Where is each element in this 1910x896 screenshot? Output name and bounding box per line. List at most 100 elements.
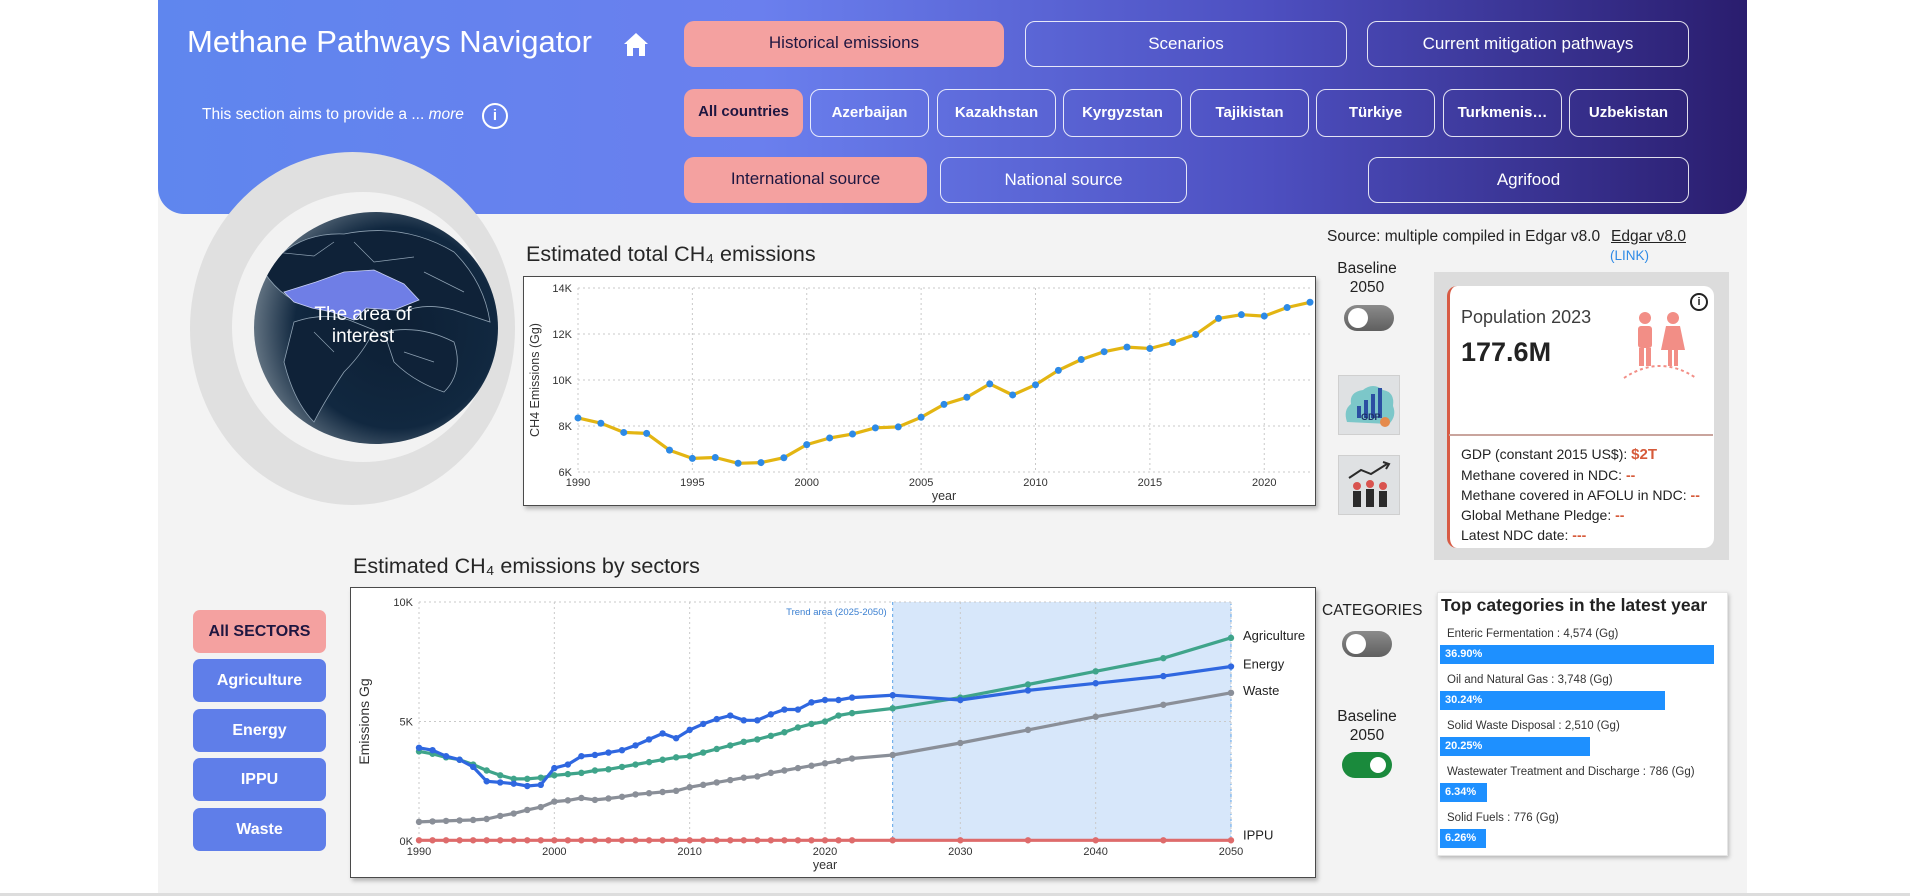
sector-ippu-button[interactable]: IPPU bbox=[193, 758, 326, 801]
data-point bbox=[578, 752, 585, 760]
data-point bbox=[727, 776, 734, 784]
baseline-toggle-bottom[interactable] bbox=[1342, 752, 1392, 778]
tab-current-mitigation-pathways[interactable]: Current mitigation pathways bbox=[1367, 21, 1689, 67]
x-tick-label: 2010 bbox=[677, 846, 701, 858]
data-point bbox=[591, 767, 599, 774]
data-point bbox=[497, 772, 504, 779]
country-all[interactable]: All countries bbox=[684, 89, 803, 137]
data-point bbox=[754, 736, 761, 743]
data-point bbox=[848, 709, 856, 717]
country-tajikistan[interactable]: Tajikistan bbox=[1190, 89, 1309, 137]
edgar-link[interactable]: Edgar v8.0 bbox=[1611, 228, 1686, 245]
edgar-link-sub[interactable]: (LINK) bbox=[1610, 248, 1650, 263]
sector-all-button[interactable]: All SECTORS bbox=[193, 610, 326, 653]
population-info-icon[interactable]: i bbox=[1690, 293, 1708, 311]
data-point bbox=[727, 742, 734, 749]
top-category-bar[interactable]: 36.90% bbox=[1440, 645, 1714, 664]
agrifood-button[interactable]: Agrifood bbox=[1368, 157, 1689, 203]
data-point bbox=[429, 746, 436, 754]
trend-area-label: Trend area (2025-2050) bbox=[786, 607, 887, 618]
gdp-icon[interactable]: GDP bbox=[1338, 375, 1400, 435]
data-point bbox=[618, 793, 626, 800]
data-point bbox=[620, 428, 628, 436]
globe-map[interactable] bbox=[254, 212, 498, 444]
country-kazakhstan[interactable]: Kazakhstan bbox=[937, 89, 1056, 137]
baseline-toggle-top[interactable] bbox=[1344, 305, 1394, 331]
source-text: Source: multiple compiled in Edgar v8.0 bbox=[1327, 228, 1601, 245]
source-national[interactable]: National source bbox=[940, 157, 1187, 203]
population-growth-icon[interactable] bbox=[1338, 455, 1400, 515]
data-point bbox=[1215, 314, 1222, 322]
home-icon[interactable] bbox=[620, 28, 652, 60]
data-point bbox=[780, 454, 788, 462]
data-point bbox=[740, 738, 747, 746]
top-category-bar[interactable]: 30.24% bbox=[1440, 691, 1665, 710]
sector-waste-button[interactable]: Waste bbox=[193, 808, 326, 851]
data-point bbox=[1160, 837, 1167, 844]
data-point bbox=[821, 837, 829, 844]
data-point bbox=[1146, 344, 1154, 352]
data-point bbox=[700, 837, 707, 844]
data-point bbox=[645, 837, 653, 844]
series-label: IPPU bbox=[1243, 827, 1273, 842]
tab-historical-emissions[interactable]: Historical emissions bbox=[684, 21, 1004, 67]
data-point bbox=[605, 749, 612, 756]
data-point bbox=[808, 837, 815, 844]
series-label: Energy bbox=[1243, 657, 1285, 672]
data-point bbox=[564, 797, 572, 804]
categories-toggle[interactable] bbox=[1342, 631, 1392, 657]
ndc-label: Methane covered in NDC: bbox=[1461, 467, 1623, 483]
y-tick-label: 12K bbox=[552, 329, 572, 341]
data-point bbox=[986, 380, 994, 388]
tab-scenarios[interactable]: Scenarios bbox=[1025, 21, 1347, 67]
data-point bbox=[456, 837, 463, 844]
data-point bbox=[711, 454, 719, 462]
top-category-bar[interactable]: 20.25% bbox=[1440, 737, 1591, 756]
data-point bbox=[510, 837, 517, 844]
data-point bbox=[1306, 298, 1314, 306]
data-point bbox=[794, 724, 802, 731]
data-point bbox=[767, 711, 775, 718]
country-azerbaijan[interactable]: Azerbaijan bbox=[810, 89, 929, 137]
data-point bbox=[578, 837, 585, 844]
intro-more-link[interactable]: more bbox=[428, 106, 464, 123]
top-category-bar[interactable]: 6.26% bbox=[1440, 829, 1487, 848]
data-point bbox=[835, 757, 842, 765]
top-category-bar[interactable]: 6.34% bbox=[1440, 783, 1488, 802]
info-icon[interactable]: i bbox=[482, 103, 508, 129]
data-point bbox=[524, 782, 531, 790]
series-line bbox=[577, 300, 1311, 465]
x-tick-label: 2020 bbox=[813, 846, 837, 858]
x-tick-label: 2000 bbox=[795, 477, 819, 489]
country-kyrgyzstan[interactable]: Kyrgyzstan bbox=[1063, 89, 1182, 137]
intro-text-body: This section aims to provide a ... bbox=[202, 106, 425, 123]
data-point bbox=[672, 735, 680, 742]
data-point bbox=[551, 764, 558, 772]
data-point bbox=[442, 817, 450, 825]
data-point bbox=[442, 752, 450, 760]
data-point bbox=[605, 837, 612, 844]
sector-agriculture-button[interactable]: Agriculture bbox=[193, 659, 326, 702]
data-point bbox=[713, 715, 720, 723]
data-point bbox=[442, 837, 450, 844]
data-point bbox=[537, 774, 544, 781]
top-category-label: Oil and Natural Gas : 3,748 (Gg) bbox=[1447, 674, 1613, 686]
source-international[interactable]: International source bbox=[684, 157, 927, 203]
sector-energy-button[interactable]: Energy bbox=[193, 709, 326, 752]
data-point bbox=[1227, 634, 1235, 642]
data-point bbox=[963, 393, 971, 401]
data-point bbox=[700, 781, 707, 789]
data-point bbox=[734, 459, 742, 467]
total-emissions-plot: 1990 1995 2000 2005 2010 2015 2020 6K 8K 10K 12K 14… bbox=[528, 283, 1314, 503]
data-point bbox=[848, 755, 856, 762]
country-uzbekistan[interactable]: Uzbekistan bbox=[1569, 89, 1688, 137]
data-point bbox=[835, 837, 842, 844]
series-label: Waste bbox=[1243, 683, 1279, 698]
data-point bbox=[551, 798, 558, 805]
country-turkiye[interactable]: Türkiye bbox=[1316, 89, 1435, 137]
data-point bbox=[429, 818, 436, 825]
data-point bbox=[551, 837, 558, 844]
data-point bbox=[483, 778, 490, 785]
data-point bbox=[957, 739, 964, 747]
country-turkmenistan[interactable]: Turkmenis… bbox=[1443, 89, 1562, 137]
